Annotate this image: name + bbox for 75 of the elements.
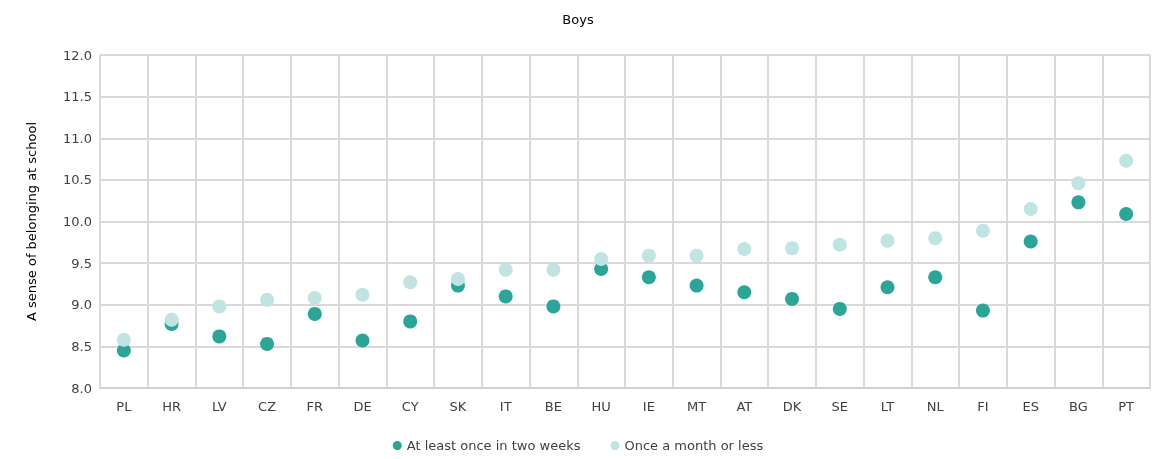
point [594, 251, 609, 266]
point [355, 333, 370, 348]
point [641, 248, 656, 263]
point [403, 275, 418, 290]
point [260, 336, 275, 351]
y-tick-label: 8.0 [71, 380, 92, 396]
point [737, 241, 752, 256]
x-tick-label: SK [449, 399, 467, 414]
point [498, 262, 513, 277]
chart-title: Boys [562, 12, 594, 27]
legend-label: At least once in two weeks [406, 438, 581, 453]
x-tick-label: BG [1069, 399, 1088, 414]
point [355, 287, 370, 302]
y-tick-label: 11.5 [63, 89, 92, 105]
point [260, 292, 275, 307]
point [450, 271, 465, 286]
point [1023, 234, 1038, 249]
point [212, 329, 227, 344]
point [689, 248, 704, 263]
point [1119, 207, 1134, 221]
point [498, 289, 513, 304]
x-tick-label: FI [977, 399, 989, 414]
x-tick-label: CY [401, 399, 419, 414]
x-tick-label: BE [544, 399, 562, 414]
legend-label: Once a month or less [624, 438, 764, 453]
point [928, 270, 943, 285]
point [546, 299, 561, 314]
x-tick-label: NL [926, 399, 945, 414]
x-tick-label: IT [499, 399, 512, 414]
point [212, 299, 227, 314]
x-tick-label: IE [642, 399, 655, 414]
point [832, 237, 847, 252]
y-tick-label: 9.0 [71, 297, 92, 313]
x-tick-label: LV [211, 399, 227, 414]
y-tick-label: 12.0 [63, 47, 92, 63]
x-tick-label: PT [1118, 399, 1135, 414]
x-tick-label: CZ [258, 399, 277, 414]
x-tick-label: PL [116, 399, 133, 414]
point [1071, 176, 1086, 191]
x-tick-label: SE [831, 399, 849, 414]
point [880, 280, 895, 295]
point [785, 241, 800, 256]
y-tick-label: 11.0 [63, 130, 92, 146]
y-tick-label: 9.5 [71, 255, 92, 271]
x-tick-label: AT [736, 399, 753, 414]
point [116, 332, 131, 347]
point [164, 312, 179, 327]
point [737, 285, 752, 300]
point [785, 291, 800, 306]
y-tick-label: 10.5 [63, 172, 92, 188]
point [1023, 202, 1038, 217]
point [832, 301, 847, 316]
point [546, 262, 561, 277]
x-tick-label: HR [162, 399, 181, 414]
point [307, 306, 322, 321]
point [403, 314, 418, 329]
x-tick-label: ES [1022, 399, 1039, 414]
point [975, 223, 990, 238]
point [307, 291, 322, 306]
x-tick-label: HU [591, 399, 611, 414]
point [1071, 195, 1086, 210]
y-tick-label: 10.0 [63, 214, 92, 229]
point [880, 233, 895, 248]
x-tick-label: FR [306, 399, 324, 414]
x-tick-label: DK [782, 399, 802, 414]
point [641, 270, 656, 285]
x-tick-label: DE [353, 399, 372, 414]
point [1119, 153, 1134, 168]
x-tick-label: MT [687, 399, 707, 414]
y-tick-label: 8.5 [71, 338, 92, 354]
point [928, 231, 943, 246]
point [689, 278, 704, 293]
y-axis-title: A sense of belonging at school [24, 121, 39, 322]
x-tick-label: LT [880, 399, 895, 414]
point [975, 303, 990, 318]
